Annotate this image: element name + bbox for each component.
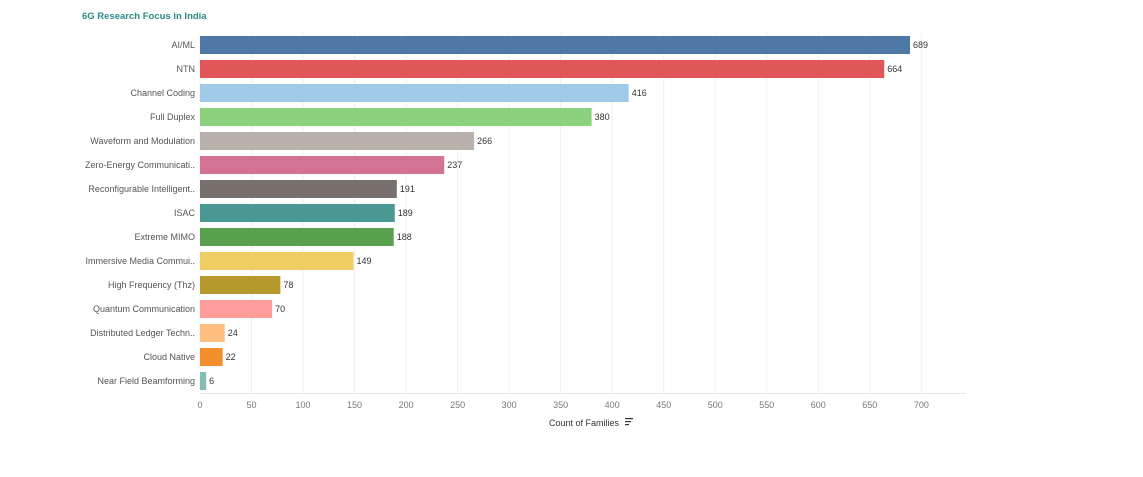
x-tick-label: 650 (862, 400, 877, 410)
data-label: 689 (913, 40, 928, 50)
data-label: 24 (228, 328, 238, 338)
bar[interactable] (200, 228, 394, 246)
chart-title: 6G Research Focus in India (82, 11, 207, 22)
value-labels: 689 664 416 380 266 237 191 189 188 149 78 70 24 22 6 (209, 40, 928, 386)
bar[interactable] (200, 252, 354, 270)
x-tick-label: 450 (656, 400, 671, 410)
data-label: 149 (357, 256, 372, 266)
x-tick-label: 350 (553, 400, 568, 410)
bar[interactable] (200, 108, 592, 126)
bar[interactable] (200, 372, 207, 390)
sort-icon-line (625, 418, 633, 420)
data-label: 70 (275, 304, 285, 314)
sort-icon-line (625, 421, 631, 423)
category-label[interactable]: Quantum Communication (93, 304, 195, 314)
x-tick-label: 600 (811, 400, 826, 410)
bar[interactable] (200, 276, 281, 294)
x-tick-label: 550 (759, 400, 774, 410)
bar[interactable] (200, 156, 445, 174)
x-tick-label: 400 (605, 400, 620, 410)
bar[interactable] (200, 204, 395, 222)
bars-group (200, 36, 911, 390)
bar[interactable] (200, 348, 223, 366)
category-label[interactable]: NTN (177, 64, 196, 74)
x-tick-label: 250 (450, 400, 465, 410)
data-label: 237 (447, 160, 462, 170)
data-label: 191 (400, 184, 415, 194)
category-label[interactable]: Zero-Energy Communicati.. (85, 160, 195, 170)
category-label[interactable]: Extreme MIMO (134, 232, 195, 242)
sort-icon-line (625, 424, 629, 426)
bar[interactable] (200, 60, 885, 78)
bar[interactable] (200, 84, 629, 102)
bar[interactable] (200, 36, 911, 54)
category-label[interactable]: Immersive Media Commui.. (85, 256, 195, 266)
x-tick-label: 500 (708, 400, 723, 410)
category-labels: AI/ML NTN Channel Coding Full Duplex Wavefor… (85, 40, 196, 386)
data-label: 189 (398, 208, 413, 218)
data-label: 78 (283, 280, 293, 290)
category-label[interactable]: High Frequency (Thz) (108, 280, 195, 290)
x-tick-label: 0 (197, 400, 202, 410)
bar[interactable] (200, 300, 273, 318)
category-label[interactable]: Distributed Ledger Techn.. (90, 328, 195, 338)
x-tick-label: 150 (347, 400, 362, 410)
category-label[interactable]: Cloud Native (143, 352, 195, 362)
category-label[interactable]: ISAC (174, 208, 196, 218)
category-label[interactable]: Reconfigurable Intelligent.. (88, 184, 195, 194)
sort-icon[interactable] (625, 418, 633, 426)
x-tick-label: 100 (296, 400, 311, 410)
x-tick-label: 50 (247, 400, 257, 410)
data-label: 664 (887, 64, 902, 74)
data-label: 380 (595, 112, 610, 122)
x-axis-title[interactable]: Count of Families (549, 418, 620, 428)
category-label[interactable]: Channel Coding (130, 88, 195, 98)
x-tick-labels: 0 50 100 150 200 250 300 350 400 450 500 550 600 650 7… (197, 400, 928, 410)
category-label[interactable]: Full Duplex (150, 112, 196, 122)
data-label: 6 (209, 376, 214, 386)
data-label: 266 (477, 136, 492, 146)
bar[interactable] (200, 324, 225, 342)
x-tick-label: 700 (914, 400, 929, 410)
data-label: 416 (632, 88, 647, 98)
x-tick-label: 200 (399, 400, 414, 410)
data-label: 22 (226, 352, 236, 362)
category-label[interactable]: AI/ML (171, 40, 195, 50)
category-label[interactable]: Near Field Beamforming (97, 376, 195, 386)
bar[interactable] (200, 180, 397, 198)
data-label: 188 (397, 232, 412, 242)
x-tick-label: 300 (502, 400, 517, 410)
category-label[interactable]: Waveform and Modulation (90, 136, 195, 146)
bar[interactable] (200, 132, 475, 150)
